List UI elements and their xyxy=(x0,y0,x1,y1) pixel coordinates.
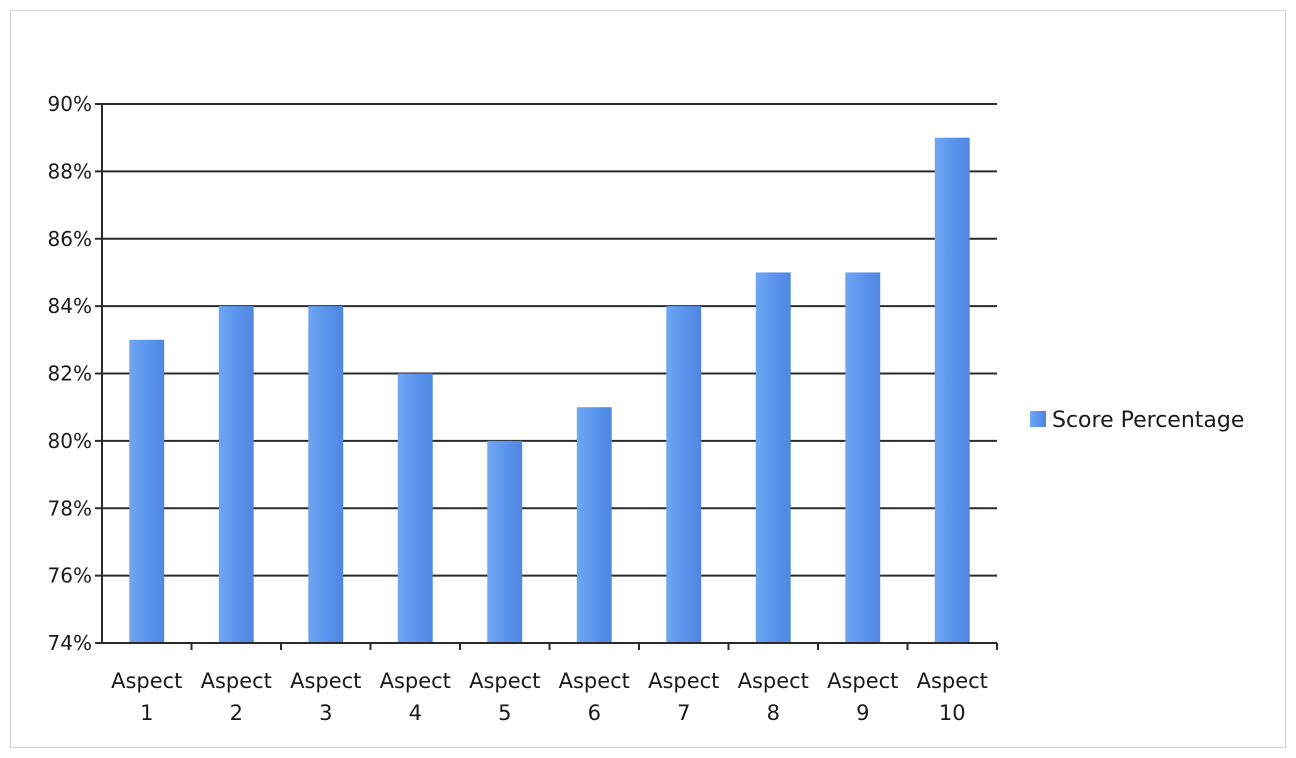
x-tick-label-9: Aspect 9 xyxy=(827,669,898,725)
x-tick-labels: Aspect 1 Aspect 2 Aspect 3 Aspect 4 Aspect 5 Aspec… xyxy=(111,669,988,725)
x-tick-label-2: Aspect 2 xyxy=(201,669,272,725)
bar-1 xyxy=(129,339,165,643)
y-tick-label-82: 82% xyxy=(48,362,92,386)
x-tick-label-5: Aspect 5 xyxy=(469,669,540,725)
y-tick-label-86: 86% xyxy=(48,227,92,251)
bar-8 xyxy=(755,272,791,643)
x-tick-label-7: Aspect 7 xyxy=(648,669,719,725)
y-tick-label-76: 76% xyxy=(48,564,92,588)
y-tick-label-78: 78% xyxy=(48,496,92,520)
x-tick-label-3: Aspect 3 xyxy=(290,669,361,725)
bar-10 xyxy=(934,137,970,643)
bar-9 xyxy=(845,272,881,643)
bar-5 xyxy=(487,440,523,643)
bar-6 xyxy=(576,407,612,643)
y-tick-label-90: 90% xyxy=(48,92,92,116)
legend-label-score-percentage: Score Percentage xyxy=(1052,408,1244,433)
y-tick-label-80: 80% xyxy=(48,429,92,453)
x-tick-label-6: Aspect 6 xyxy=(559,669,630,725)
y-tick-labels: 74% 76% 78% 80% 82% 84% 86% 88% 90% xyxy=(48,92,92,655)
x-tick-label-8: Aspect 8 xyxy=(738,669,809,725)
legend-swatch xyxy=(1030,411,1046,427)
bar-7 xyxy=(666,306,702,643)
legend: Score Percentage xyxy=(1030,408,1244,433)
x-tick-label-1: Aspect 1 xyxy=(111,669,182,725)
axes xyxy=(95,103,998,650)
y-tick-label-88: 88% xyxy=(48,159,92,183)
y-tick-label-74: 74% xyxy=(48,631,92,655)
x-tick-label-10: Aspect 10 xyxy=(917,669,988,725)
bar-4 xyxy=(397,373,433,643)
bar-2 xyxy=(218,306,254,643)
y-tick-label-84: 84% xyxy=(48,294,92,318)
x-tick-label-4: Aspect 4 xyxy=(380,669,451,725)
bar-3 xyxy=(308,306,344,643)
bars xyxy=(129,137,970,643)
